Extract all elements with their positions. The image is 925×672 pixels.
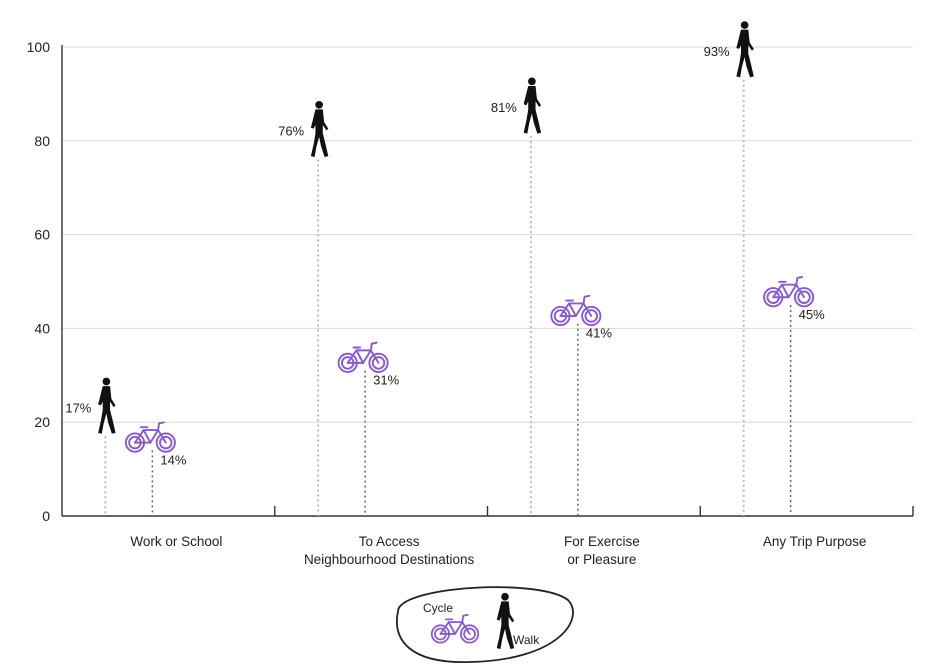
legend-frame [396,586,574,663]
cycle-value-label: 14% [160,452,186,467]
cycle-value-label: 31% [373,373,399,388]
cycle-marker-bicycle-icon [124,421,176,453]
cycle-value-label: 41% [586,326,612,341]
walk-value-label: 81% [491,100,517,115]
y-tick-labels: 0 20 40 60 80 100 [27,39,51,524]
legend-cycle-label: Cycle [423,601,453,615]
axes [61,45,914,517]
walk-marker-walker-icon [98,377,116,434]
legend: Cycle Walk [396,586,574,663]
cycle-value-label: 45% [799,307,825,322]
cycle-marker-bicycle-icon [763,276,815,308]
y-tick-label: 60 [34,227,50,243]
walk-value-label: 17% [65,400,91,415]
cycle-marker-bicycle-icon [337,341,389,374]
y-tick-label: 40 [34,320,50,336]
y-tick-label: 100 [27,39,51,55]
legend-walk-label: Walk [513,633,540,647]
walk-marker-walker-icon [736,21,754,78]
category-label: To Access Neighbourhood Destinations [304,534,475,567]
y-tick-label: 0 [42,508,50,524]
y-tick-label: 20 [34,414,50,430]
walk-value-label: 76% [278,124,304,139]
walk-value-label: 93% [704,44,730,59]
data-marks: 17% 14% 76% 31% 81% 41% 93% 45% [65,21,825,516]
category-label: Work or School [130,534,222,549]
legend-bicycle-icon [430,613,480,644]
category-label: Any Trip Purpose [763,534,867,549]
gridlines [62,46,913,423]
walk-marker-walker-icon [310,100,329,158]
cycle-marker-bicycle-icon [550,294,602,327]
walk-marker-walker-icon [523,77,542,134]
category-labels: Work or School To Access Neighbourhood Des… [130,534,866,567]
y-tick-label: 80 [34,133,50,149]
legend-walker-icon [496,592,515,649]
category-label: For Exercise or Pleasure [564,534,640,567]
